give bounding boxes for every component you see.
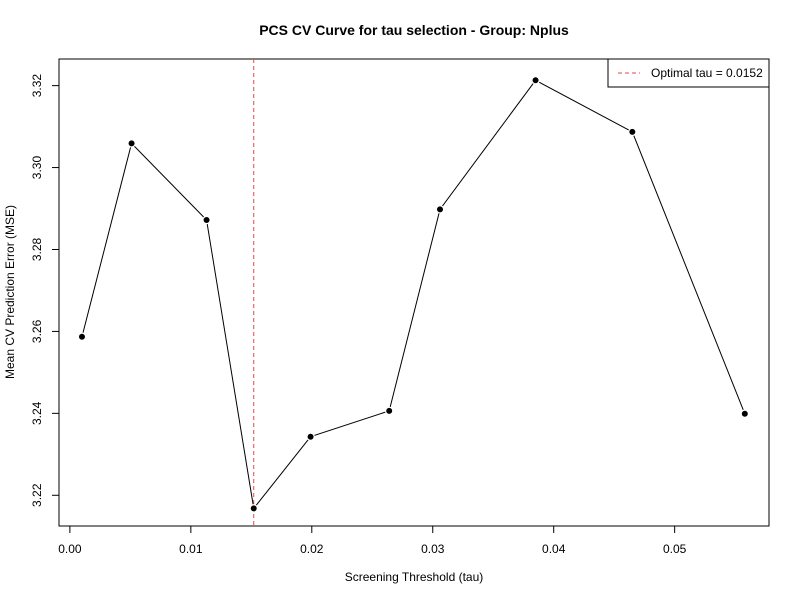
series-line — [81, 79, 746, 510]
data-point — [249, 504, 258, 513]
x-tick-label: 0.05 — [663, 542, 687, 556]
y-tick-label: 3.24 — [30, 401, 44, 425]
y-tick-label: 3.30 — [30, 156, 44, 180]
legend-label-optimal-tau: Optimal tau = 0.0152 — [651, 66, 763, 80]
x-tick-label: 0.02 — [300, 542, 324, 556]
series-layer — [77, 76, 750, 513]
x-tick-label: 0.04 — [542, 542, 566, 556]
data-point — [202, 215, 211, 225]
plot-frame — [58, 58, 770, 527]
legend: Optimal tau = 0.0152 — [607, 58, 770, 88]
x-tick-label: 0.03 — [421, 542, 445, 556]
x-tick-label: 0.01 — [179, 542, 203, 556]
x-axis-label: Screening Threshold (tau) — [345, 570, 484, 584]
data-point — [435, 205, 445, 214]
data-point — [306, 432, 315, 441]
x-tick-label: 0.00 — [58, 542, 82, 556]
y-axis: 3.22 3.24 3.26 3.28 3.30 3.32 — [30, 74, 60, 507]
data-point — [127, 139, 136, 148]
chart-title: PCS CV Curve for tau selection - Group: … — [259, 22, 569, 38]
data-point — [740, 409, 750, 418]
data-point — [77, 332, 87, 341]
data-point — [385, 406, 394, 416]
y-tick-label: 3.22 — [30, 483, 44, 507]
y-tick-label: 3.26 — [30, 319, 44, 343]
y-tick-label: 3.28 — [30, 237, 44, 261]
data-point — [628, 127, 637, 137]
x-axis: 0.00 0.01 0.02 0.03 0.04 0.05 — [58, 525, 687, 556]
y-axis-label: Mean CV Prediction Error (MSE) — [3, 205, 17, 379]
y-tick-label: 3.32 — [30, 74, 44, 98]
data-point — [531, 76, 540, 85]
